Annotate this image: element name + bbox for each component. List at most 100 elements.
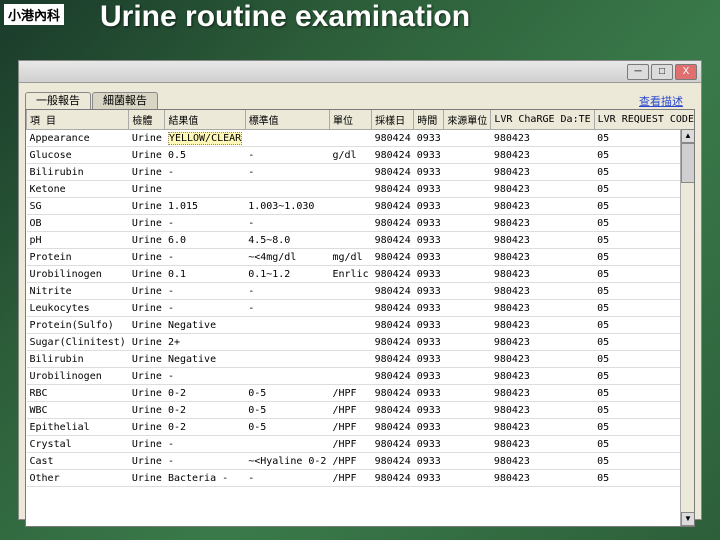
table-row[interactable]: BilirubinUrine--9804240933980423059 <box>27 164 696 181</box>
tab-1[interactable]: 細菌報告 <box>92 92 158 109</box>
cell: 980423 <box>491 181 594 198</box>
vertical-scrollbar[interactable]: ▲ ▼ <box>680 129 694 526</box>
cell: 0933 <box>414 402 444 419</box>
cell: 0933 <box>414 334 444 351</box>
cell: 0933 <box>414 215 444 232</box>
cell: g/dl <box>329 147 371 164</box>
cell <box>329 215 371 232</box>
table-row[interactable]: OBUrine--9804240933980423059 <box>27 215 696 232</box>
cell: 0-2 <box>165 419 245 436</box>
cell <box>245 334 329 351</box>
table-row[interactable]: Protein(Sulfo)UrineNegative9804240933980… <box>27 317 696 334</box>
cell <box>444 385 491 402</box>
cell: 0933 <box>414 385 444 402</box>
scroll-up-button[interactable]: ▲ <box>681 129 695 143</box>
cell <box>165 181 245 198</box>
cell <box>329 283 371 300</box>
cell <box>245 317 329 334</box>
cell: 980424 <box>372 164 414 181</box>
view-description-link[interactable]: 查看描述 <box>639 93 683 109</box>
tab-0[interactable]: 一般報告 <box>25 92 91 109</box>
table-row[interactable]: LeukocytesUrine--9804240933980423059 <box>27 300 696 317</box>
close-button[interactable]: X <box>675 64 697 80</box>
cell: 980423 <box>491 130 594 147</box>
table-row[interactable]: ProteinUrine-~<4mg/dlmg/dl98042409339804… <box>27 249 696 266</box>
table-row[interactable]: RBCUrine0-20-5/HPF9804240933980423059 <box>27 385 696 402</box>
cell: Urine <box>129 402 165 419</box>
cell: 980423 <box>491 283 594 300</box>
cell: 980424 <box>372 181 414 198</box>
cell: Ketone <box>27 181 129 198</box>
cell: 980424 <box>372 419 414 436</box>
cell: Urine <box>129 368 165 385</box>
col-header[interactable]: 來源單位 <box>444 110 491 130</box>
table-row[interactable]: OtherUrineBacteria --/HPF980424093398042… <box>27 470 696 487</box>
table-row[interactable]: KetoneUrine9804240933980423059 <box>27 181 696 198</box>
col-header[interactable]: 標準值 <box>245 110 329 130</box>
cell: 980424 <box>372 453 414 470</box>
cell: Urine <box>129 470 165 487</box>
table-row[interactable]: CrystalUrine-/HPF9804240933980423059 <box>27 436 696 453</box>
table-row[interactable]: BilirubinUrineNegative980424093398042305… <box>27 351 696 368</box>
cell: Urine <box>129 283 165 300</box>
cell: - <box>165 215 245 232</box>
cell: Urine <box>129 317 165 334</box>
table-row[interactable]: pHUrine6.04.5~8.09804240933980423059 <box>27 232 696 249</box>
cell: 980423 <box>491 198 594 215</box>
cell: - <box>165 283 245 300</box>
cell <box>245 181 329 198</box>
cell <box>444 198 491 215</box>
cell: 980423 <box>491 402 594 419</box>
table-row[interactable]: EpithelialUrine0-20-5/HPF980424093398042… <box>27 419 696 436</box>
scroll-down-button[interactable]: ▼ <box>681 512 695 526</box>
cell: 0.1 <box>165 266 245 283</box>
cell <box>329 334 371 351</box>
table-row[interactable]: CastUrine-~<Hyaline 0-2/HPF9804240933980… <box>27 453 696 470</box>
table-row[interactable]: WBCUrine0-20-5/HPF9804240933980423059 <box>27 402 696 419</box>
cell: 980424 <box>372 334 414 351</box>
cell: 2+ <box>165 334 245 351</box>
col-header[interactable]: LVR ChaRGE Da:TE <box>491 110 594 130</box>
cell: Urine <box>129 385 165 402</box>
table-row[interactable]: NitriteUrine--9804240933980423059 <box>27 283 696 300</box>
table-row[interactable]: AppearanceUrineYELLOW/CLEAR9804240933980… <box>27 130 696 147</box>
cell: 0933 <box>414 470 444 487</box>
cell: pH <box>27 232 129 249</box>
cell: Urobilinogen <box>27 368 129 385</box>
cell: 980424 <box>372 283 414 300</box>
col-header[interactable]: 項 目 <box>27 110 129 130</box>
table-row[interactable]: UrobilinogenUrine-9804240933980423059 <box>27 368 696 385</box>
scroll-thumb[interactable] <box>681 143 695 183</box>
table-row[interactable]: Sugar(Clinitest)Urine2+98042409339804230… <box>27 334 696 351</box>
col-header[interactable]: 檢體 <box>129 110 165 130</box>
cell: Appearance <box>27 130 129 147</box>
col-header[interactable]: LVR REQUEST CODE1 <box>594 110 695 130</box>
cell: Urine <box>129 164 165 181</box>
col-header[interactable]: 採樣日 <box>372 110 414 130</box>
cell: - <box>245 147 329 164</box>
col-header[interactable]: 時間 <box>414 110 444 130</box>
cell: 980423 <box>491 164 594 181</box>
cell <box>329 181 371 198</box>
col-header[interactable]: 單位 <box>329 110 371 130</box>
maximize-button[interactable]: □ <box>651 64 673 80</box>
cell: Nitrite <box>27 283 129 300</box>
cell: ~<Hyaline 0-2 <box>245 453 329 470</box>
cell: Protein(Sulfo) <box>27 317 129 334</box>
table-row[interactable]: UrobilinogenUrine0.10.1~1.2Enrlic9804240… <box>27 266 696 283</box>
cell: Urine <box>129 130 165 147</box>
cell <box>245 351 329 368</box>
table-row[interactable]: GlucoseUrine0.5-g/dl9804240933980423059 <box>27 147 696 164</box>
cell: OB <box>27 215 129 232</box>
cell: - <box>245 283 329 300</box>
cell: Crystal <box>27 436 129 453</box>
col-header[interactable]: 結果值 <box>165 110 245 130</box>
cell <box>444 181 491 198</box>
table-row[interactable]: SGUrine1.0151.003~1.03098042409339804230… <box>27 198 696 215</box>
cell: 980423 <box>491 266 594 283</box>
cell: Urine <box>129 198 165 215</box>
cell <box>444 368 491 385</box>
cell: - <box>245 470 329 487</box>
cell: Urine <box>129 300 165 317</box>
minimize-button[interactable]: ─ <box>627 64 649 80</box>
